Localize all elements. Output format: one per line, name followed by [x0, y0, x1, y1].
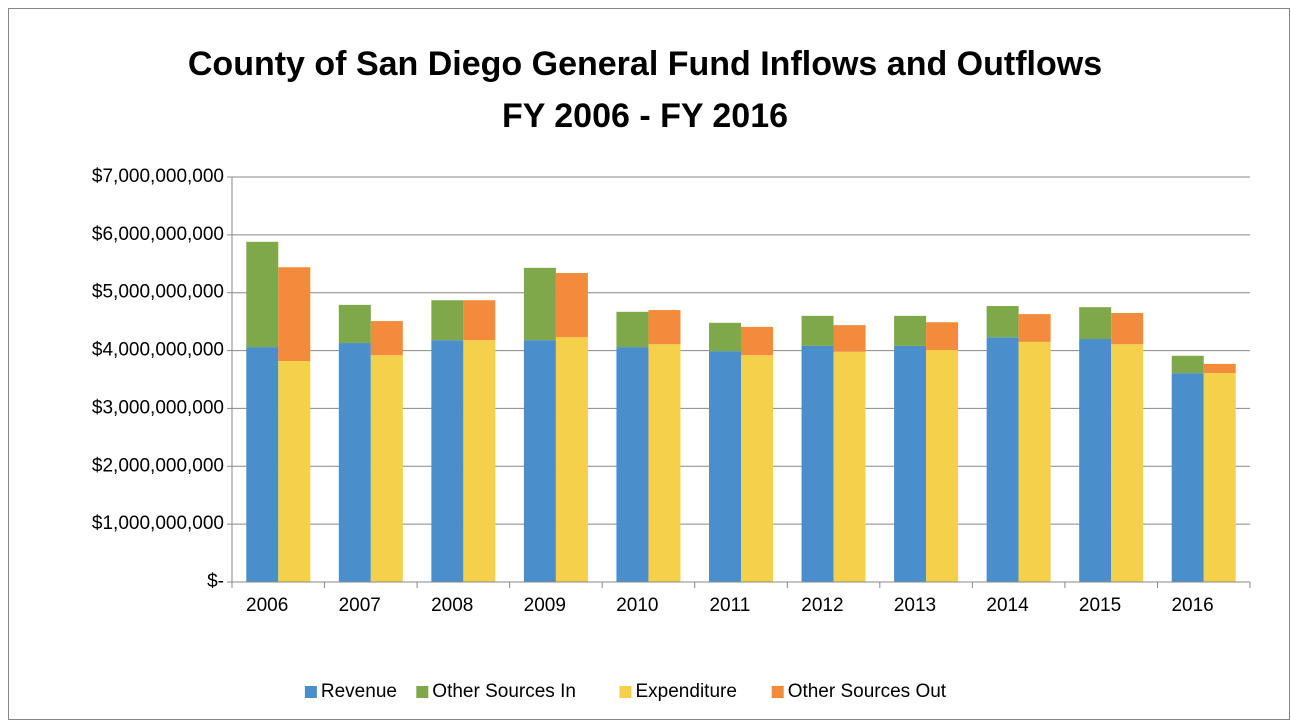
bar-segment: [278, 360, 311, 582]
bar-segment: [1171, 373, 1204, 582]
bar-segment: [370, 355, 403, 582]
bar-segment: [523, 267, 556, 341]
chart-subtitle: FY 2006 - FY 2016: [502, 97, 788, 135]
x-tick-label: 2013: [894, 595, 936, 616]
bar-segment: [709, 322, 741, 352]
bar-segment: [1203, 363, 1236, 374]
bar-segment: [926, 322, 959, 350]
bar-segment: [709, 351, 741, 582]
x-tick-label: 2010: [616, 595, 658, 616]
bar-segment: [370, 321, 403, 356]
bar-segment: [986, 306, 1019, 338]
legend-label: Revenue: [321, 681, 397, 702]
bar-segment: [555, 273, 588, 338]
bar-segment: [555, 337, 588, 582]
bar-segment: [523, 340, 556, 582]
bar-segment: [1018, 341, 1051, 582]
bar-segment: [1203, 373, 1236, 582]
bar-segment: [648, 310, 681, 345]
bar-segment: [431, 300, 464, 341]
x-tick-label: 2011: [709, 595, 750, 616]
bar-segment: [833, 351, 866, 582]
bar-segment: [616, 311, 649, 348]
y-tick-label: $5,000,000,000: [92, 282, 224, 303]
y-tick-label: $1,000,000,000: [92, 513, 224, 534]
bar-segment: [463, 300, 496, 341]
y-tick-label: $2,000,000,000: [92, 455, 224, 476]
x-tick-label: 2016: [1171, 595, 1213, 616]
x-tick-label: 2006: [246, 595, 288, 616]
bar-segment: [894, 345, 927, 582]
x-tick-label: 2014: [986, 595, 1029, 616]
bar-segment: [338, 343, 371, 582]
bar-segment: [338, 304, 371, 344]
y-tick-label: $3,000,000,000: [92, 397, 224, 418]
bar-segment: [246, 347, 279, 582]
x-tick-label: 2015: [1079, 595, 1121, 616]
bar-segment: [1171, 355, 1204, 374]
bar-segment: [1079, 307, 1112, 339]
bar-segment: [926, 349, 959, 582]
bar-segment: [616, 347, 649, 582]
bar-segment: [741, 326, 773, 356]
y-tick-label: $6,000,000,000: [92, 224, 224, 245]
bar-segment: [431, 340, 464, 582]
y-tick-label: $-: [207, 571, 224, 592]
bar-segment: [1111, 344, 1144, 582]
bar-segment: [833, 325, 866, 352]
bar-segment: [246, 241, 279, 348]
x-tick-label: 2012: [801, 595, 843, 616]
bar-segment: [278, 267, 311, 361]
y-tick-label: $4,000,000,000: [92, 340, 224, 361]
y-tick-label: $7,000,000,000: [92, 166, 224, 187]
legend-swatch: [304, 686, 317, 698]
legend-swatch: [771, 686, 784, 698]
bar-segment: [741, 355, 773, 582]
legend-swatch: [416, 686, 429, 698]
bar-segment: [894, 315, 927, 346]
x-tick-label: 2007: [339, 595, 381, 616]
legend-label: Other Sources Out: [788, 681, 947, 702]
bar-segment: [986, 337, 1019, 582]
bar-segment: [801, 315, 834, 346]
bar-segment: [648, 344, 681, 582]
x-tick-label: 2008: [431, 595, 473, 616]
bar-segment: [1018, 314, 1051, 342]
bar-segment: [1079, 339, 1112, 582]
bar-segment: [801, 345, 834, 582]
chart-title: County of San Diego General Fund Inflows…: [188, 45, 1102, 83]
x-tick-label: 2009: [524, 595, 566, 616]
legend-label: Other Sources In: [432, 681, 576, 702]
bar-segment: [463, 340, 496, 582]
legend-label: Expenditure: [636, 681, 737, 702]
legend-swatch: [619, 686, 632, 698]
bar-segment: [1111, 312, 1144, 345]
